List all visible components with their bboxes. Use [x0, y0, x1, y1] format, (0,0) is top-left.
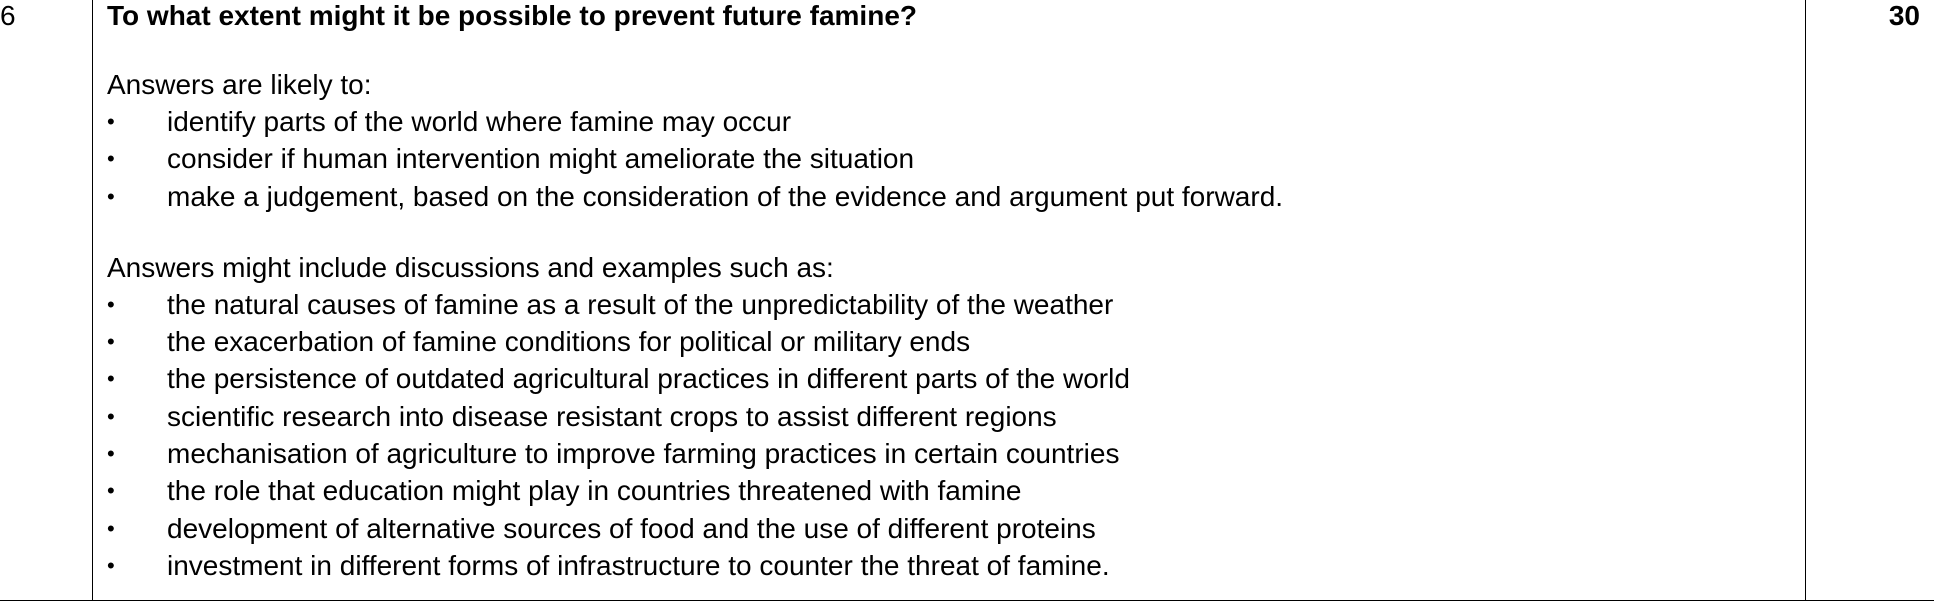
marks-cell: 30	[1806, 0, 1934, 600]
bullet-icon: •	[107, 441, 115, 467]
list-item-text: the natural causes of famine as a result…	[167, 288, 1114, 320]
bullet-icon: •	[107, 329, 115, 355]
bullet-icon: •	[107, 515, 115, 541]
list-item: • scientific research into disease resist…	[107, 398, 1797, 435]
question-text: To what extent might it be possible to p…	[107, 0, 917, 31]
list-item-text: make a judgement, based on the considera…	[167, 180, 1284, 212]
list-item-text: consider if human intervention might ame…	[167, 143, 915, 175]
question-number-cell: 6	[0, 0, 93, 600]
bullet-icon: •	[107, 183, 115, 209]
list-item-text: scientific research into disease resista…	[167, 400, 1057, 432]
marks-value: 30	[1888, 0, 1920, 31]
might-intro: Answers might include discussions and ex…	[107, 251, 834, 283]
list-item-text: the persistence of outdated agricultural…	[167, 363, 1130, 395]
bullet-icon: •	[107, 478, 115, 504]
list-item-text: investment in different forms of infrast…	[167, 549, 1110, 581]
list-item-text: the exacerbation of famine conditions fo…	[167, 326, 971, 358]
table-bottom-border	[0, 600, 1934, 601]
list-item: • development of alternative sources of f…	[107, 510, 1797, 547]
list-item: • identify parts of the world where famin…	[107, 103, 1797, 140]
list-item: • mechanisation of agriculture to improve…	[107, 435, 1797, 472]
list-item-text: development of alternative sources of fo…	[167, 512, 1096, 544]
bullet-icon: •	[107, 552, 115, 578]
list-item-text: mechanisation of agriculture to improve …	[167, 438, 1120, 470]
question-content-cell: To what extent might it be possible to p…	[93, 0, 1806, 600]
bullet-icon: •	[107, 291, 115, 317]
likely-list: • identify parts of the world where famin…	[107, 103, 1797, 215]
question-number: 6	[0, 0, 16, 31]
bullet-icon: •	[107, 146, 115, 172]
list-item: • consider if human intervention might am…	[107, 140, 1797, 177]
list-item: • the role that education might play in c…	[107, 472, 1797, 509]
bullet-icon: •	[107, 366, 115, 392]
bullet-icon: •	[107, 109, 115, 134]
list-item: • the exacerbation of famine conditions f…	[107, 323, 1797, 360]
list-item: • make a judgement, based on the consider…	[107, 178, 1797, 215]
list-item-text: identify parts of the world where famine…	[167, 106, 792, 137]
likely-intro: Answers are likely to:	[107, 69, 372, 100]
list-item: • investment in different forms of infras…	[107, 547, 1797, 584]
might-list: • the natural causes of famine as a resul…	[107, 286, 1797, 584]
list-item-text: the role that education might play in co…	[167, 475, 1022, 507]
question-content: To what extent might it be possible to p…	[107, 0, 1797, 584]
list-item: • the persistence of outdated agricultura…	[107, 360, 1797, 397]
bullet-icon: •	[107, 403, 115, 429]
list-item: • the natural causes of famine as a resul…	[107, 286, 1797, 323]
